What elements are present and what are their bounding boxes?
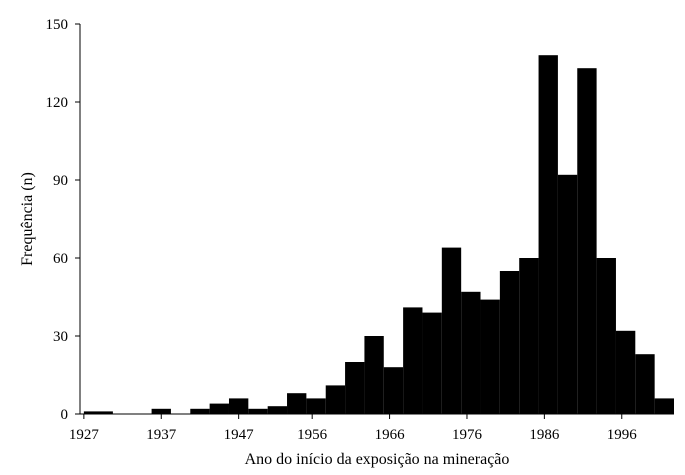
histogram-bar bbox=[480, 299, 500, 414]
histogram-bar bbox=[596, 258, 616, 414]
histogram-bar bbox=[519, 258, 539, 414]
y-tick-label: 60 bbox=[53, 251, 68, 267]
histogram-bars bbox=[83, 55, 674, 414]
histogram-bar bbox=[345, 362, 365, 414]
x-tick-label: 1927 bbox=[69, 427, 100, 443]
histogram-bar bbox=[383, 367, 404, 414]
histogram-bar bbox=[364, 336, 384, 414]
histogram-bar bbox=[325, 385, 346, 414]
x-tick-label: 1937 bbox=[146, 427, 177, 443]
histogram-bar bbox=[151, 408, 171, 414]
histogram-bar bbox=[248, 408, 268, 414]
y-tick-label: 0 bbox=[61, 407, 69, 423]
x-axis-ticks: 1927 1937 1947 1956 1966 1976 1986 1996 bbox=[69, 414, 637, 443]
x-tick-label: 1966 bbox=[375, 427, 406, 443]
y-tick-label: 90 bbox=[53, 173, 68, 189]
x-tick-label: 1947 bbox=[224, 427, 255, 443]
histogram-bar bbox=[461, 291, 481, 414]
x-tick-label: 1956 bbox=[297, 427, 328, 443]
histogram-bar bbox=[209, 403, 229, 414]
histogram-bar bbox=[287, 393, 307, 414]
histogram-bar bbox=[557, 174, 578, 414]
y-tick-label: 120 bbox=[46, 95, 69, 111]
y-axis-title: Frequência (n) bbox=[19, 172, 36, 266]
histogram-bar bbox=[499, 271, 520, 414]
histogram-bar bbox=[267, 406, 288, 414]
x-tick-label: 1976 bbox=[452, 427, 483, 443]
histogram-bar bbox=[306, 398, 326, 414]
x-tick-label: 1996 bbox=[607, 427, 638, 443]
x-axis-title: Ano do início da exposição na mineração bbox=[245, 451, 510, 468]
histogram-bar bbox=[83, 411, 113, 414]
histogram-bar bbox=[577, 68, 597, 414]
y-tick-label: 150 bbox=[46, 17, 69, 33]
histogram-bar bbox=[615, 330, 636, 414]
histogram-bar bbox=[190, 408, 210, 414]
histogram-bar bbox=[538, 55, 558, 414]
y-axis-ticks: 0 30 60 90 120 150 bbox=[46, 17, 80, 423]
y-tick-label: 30 bbox=[53, 329, 68, 345]
histogram-bar bbox=[635, 354, 655, 414]
histogram-bar bbox=[228, 398, 249, 414]
histogram-bar bbox=[654, 398, 674, 414]
x-tick-label: 1986 bbox=[529, 427, 560, 443]
histogram-bar bbox=[403, 307, 423, 414]
histogram-bar bbox=[441, 247, 462, 414]
histogram-bar bbox=[422, 312, 442, 414]
